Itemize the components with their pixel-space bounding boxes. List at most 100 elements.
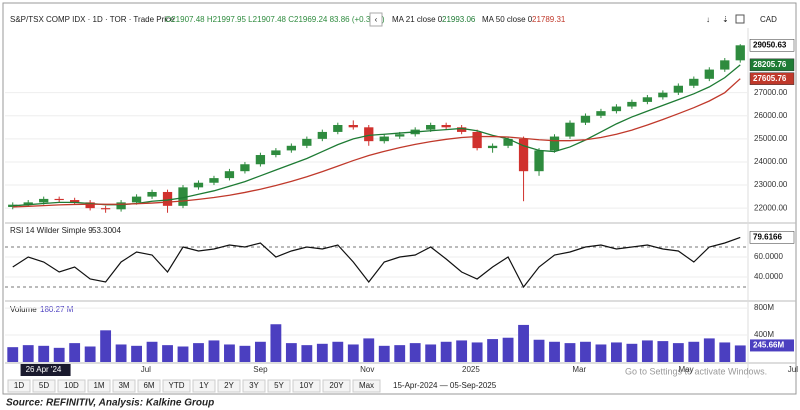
candle-body bbox=[503, 138, 513, 146]
volume-last-box bbox=[750, 339, 794, 352]
candle-body bbox=[426, 125, 436, 130]
volume-bar bbox=[502, 337, 514, 362]
range-button-label: 3Y bbox=[249, 381, 259, 390]
range-button[interactable] bbox=[87, 379, 111, 393]
range-button[interactable] bbox=[192, 379, 216, 393]
candle-body bbox=[85, 202, 95, 209]
candle-body bbox=[611, 106, 622, 112]
range-button[interactable] bbox=[112, 379, 136, 393]
y-tick-label: 800M bbox=[754, 303, 774, 312]
candle-body bbox=[100, 208, 111, 210]
candle-body bbox=[116, 202, 126, 210]
volume-bar bbox=[471, 342, 483, 362]
candle-body bbox=[472, 131, 482, 149]
range-button-label: YTD bbox=[169, 381, 185, 390]
legend-toggle-icon: ‹ bbox=[375, 15, 378, 24]
candle-body bbox=[487, 145, 498, 149]
volume-bar bbox=[425, 344, 437, 362]
last-price-label: 29050.63 bbox=[753, 40, 787, 49]
volume-bar bbox=[224, 344, 235, 362]
range-button[interactable] bbox=[32, 379, 56, 393]
volume-bar bbox=[734, 345, 746, 362]
volume-bar bbox=[549, 341, 560, 362]
volume-bar bbox=[69, 343, 81, 362]
volume-bar bbox=[688, 341, 700, 362]
range-button-label: 5D bbox=[39, 381, 49, 390]
range-button-label: 5Y bbox=[274, 381, 284, 390]
range-button[interactable] bbox=[322, 379, 351, 393]
watermark: Go to Settings to activate Windows. bbox=[625, 366, 767, 376]
range-button[interactable] bbox=[217, 379, 241, 393]
volume-bar bbox=[580, 341, 591, 362]
x-tick-label: Mar bbox=[572, 365, 586, 374]
volume-bar bbox=[162, 345, 173, 362]
volume-bar bbox=[131, 345, 142, 362]
volume-bar bbox=[115, 344, 127, 362]
candle-body bbox=[518, 138, 529, 172]
candle-body bbox=[658, 92, 668, 98]
candle-body bbox=[162, 191, 173, 206]
cursor-label-box bbox=[20, 364, 71, 376]
range-button[interactable] bbox=[7, 379, 31, 393]
candle-body bbox=[720, 60, 730, 70]
volume-bar bbox=[626, 343, 638, 362]
x-tick-label: May bbox=[679, 365, 694, 374]
cursor-label: 26 Apr '24 bbox=[26, 365, 62, 374]
volume-last-label: 245.66M bbox=[753, 341, 784, 350]
range-button-label: 2Y bbox=[224, 381, 234, 390]
range-button[interactable] bbox=[267, 379, 291, 393]
x-tick-label: Jul bbox=[788, 365, 798, 374]
rsi-last-label: 79.6166 bbox=[753, 232, 782, 241]
rsi-name: RSI 14 Wilder Simple 9 bbox=[10, 226, 93, 235]
volume-bar bbox=[38, 345, 50, 362]
legend-name: MA 50 close 0 bbox=[482, 15, 533, 24]
legend-value: 21789.31 bbox=[532, 15, 566, 24]
rsi-last-label-box bbox=[749, 231, 795, 244]
candle-body bbox=[39, 198, 49, 203]
volume-bar bbox=[657, 341, 669, 362]
range-button[interactable] bbox=[57, 379, 86, 393]
toolbar-icon[interactable]: ↓ bbox=[706, 15, 710, 24]
volume-bar bbox=[193, 343, 204, 362]
volume-bar bbox=[440, 341, 452, 362]
range-button[interactable] bbox=[292, 379, 321, 393]
y-tick-label: 27000.00 bbox=[754, 88, 788, 97]
range-button-label: 1Y bbox=[199, 381, 209, 390]
volume-bar bbox=[22, 345, 34, 362]
volume-bar bbox=[301, 345, 313, 362]
range-button[interactable] bbox=[162, 379, 191, 393]
range-button[interactable] bbox=[352, 379, 381, 393]
volume-bar bbox=[270, 324, 282, 362]
candle-body bbox=[627, 101, 637, 107]
candle-body bbox=[240, 164, 250, 172]
volume-bar bbox=[672, 343, 684, 362]
candle-body bbox=[224, 171, 235, 179]
volume-bar bbox=[518, 324, 529, 362]
volume-bar bbox=[347, 344, 359, 362]
volume-bar bbox=[595, 344, 607, 362]
legend-toggle[interactable] bbox=[369, 12, 383, 27]
volume-bar bbox=[487, 339, 499, 362]
y-tick-label: 40.0000 bbox=[754, 272, 783, 281]
ma-last-label: 27605.76 bbox=[753, 74, 787, 83]
toolbar-icon[interactable] bbox=[735, 14, 745, 24]
range-button-label: 3M bbox=[118, 381, 129, 390]
y-tick-label: 22000.00 bbox=[754, 203, 788, 212]
candle-body bbox=[580, 115, 591, 123]
x-tick-label: Jul bbox=[141, 365, 151, 374]
candle-body bbox=[193, 182, 204, 188]
candle-body bbox=[704, 69, 714, 79]
range-button[interactable] bbox=[137, 379, 161, 393]
x-tick-label: 2025 bbox=[462, 365, 480, 374]
y-tick-label: 24000.00 bbox=[754, 157, 788, 166]
range-button[interactable] bbox=[242, 379, 266, 393]
toolbar-icon[interactable]: ⇣ bbox=[722, 15, 729, 24]
y-tick-label: 23000.00 bbox=[754, 180, 788, 189]
source-note: Source: REFINITIV, Analysis: Kalkine Gro… bbox=[6, 398, 214, 409]
rsi-line bbox=[12, 236, 741, 289]
candle-body bbox=[302, 138, 312, 146]
volume-bar bbox=[394, 345, 406, 362]
volume-bar bbox=[456, 340, 468, 362]
candle-body bbox=[131, 196, 142, 203]
range-button-label: 20Y bbox=[329, 381, 344, 390]
